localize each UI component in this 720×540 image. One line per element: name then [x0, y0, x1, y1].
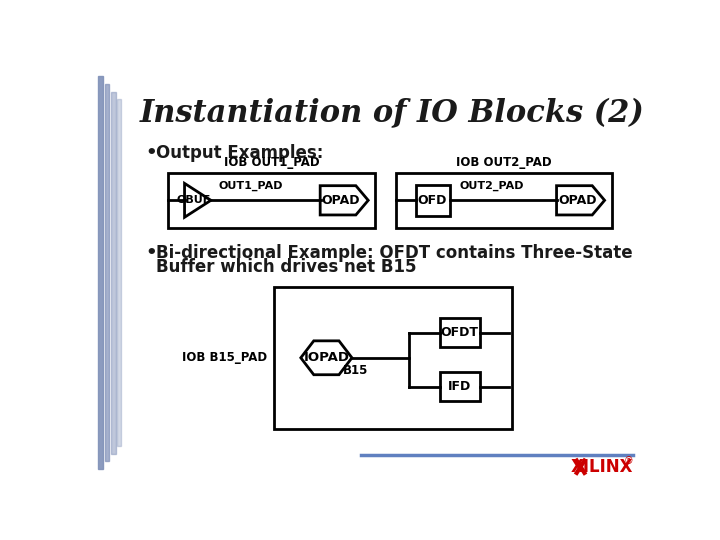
Text: •: •	[145, 244, 158, 262]
Bar	[274, 287, 513, 429]
Text: OUT1_PAD: OUT1_PAD	[219, 181, 284, 191]
Text: Buffer which drives net B15: Buffer which drives net B15	[156, 258, 416, 276]
Text: OUT2_PAD: OUT2_PAD	[460, 181, 524, 191]
Text: XILINX: XILINX	[570, 458, 633, 476]
Bar	[117, 99, 121, 446]
Text: OPAD: OPAD	[558, 194, 597, 207]
Text: Bi-directional Example: OFDT contains Three-State: Bi-directional Example: OFDT contains Th…	[156, 244, 632, 262]
Text: Instantiation of IO Blocks (2): Instantiation of IO Blocks (2)	[140, 97, 644, 128]
Bar	[415, 185, 449, 215]
Bar	[98, 76, 103, 469]
Text: IOB B15_PAD: IOB B15_PAD	[182, 352, 267, 365]
Bar	[111, 92, 116, 454]
Text: ®: ®	[624, 456, 634, 467]
Text: OPAD: OPAD	[322, 194, 360, 207]
Text: •: •	[145, 144, 158, 162]
Text: OFD: OFD	[418, 194, 447, 207]
Text: B15: B15	[343, 364, 369, 377]
Bar	[168, 173, 375, 228]
Text: OFDT: OFDT	[441, 326, 479, 339]
Text: IOPAD: IOPAD	[303, 352, 349, 365]
Text: OBUF: OBUF	[176, 195, 210, 205]
Text: Output Examples:: Output Examples:	[156, 144, 323, 162]
Text: IOB OUT2_PAD: IOB OUT2_PAD	[456, 156, 552, 168]
Bar	[439, 372, 480, 401]
Bar	[439, 318, 480, 347]
Text: IFD: IFD	[448, 380, 472, 393]
Bar	[104, 84, 109, 461]
Bar	[396, 173, 611, 228]
Text: IOB OUT1_PAD: IOB OUT1_PAD	[223, 156, 319, 168]
